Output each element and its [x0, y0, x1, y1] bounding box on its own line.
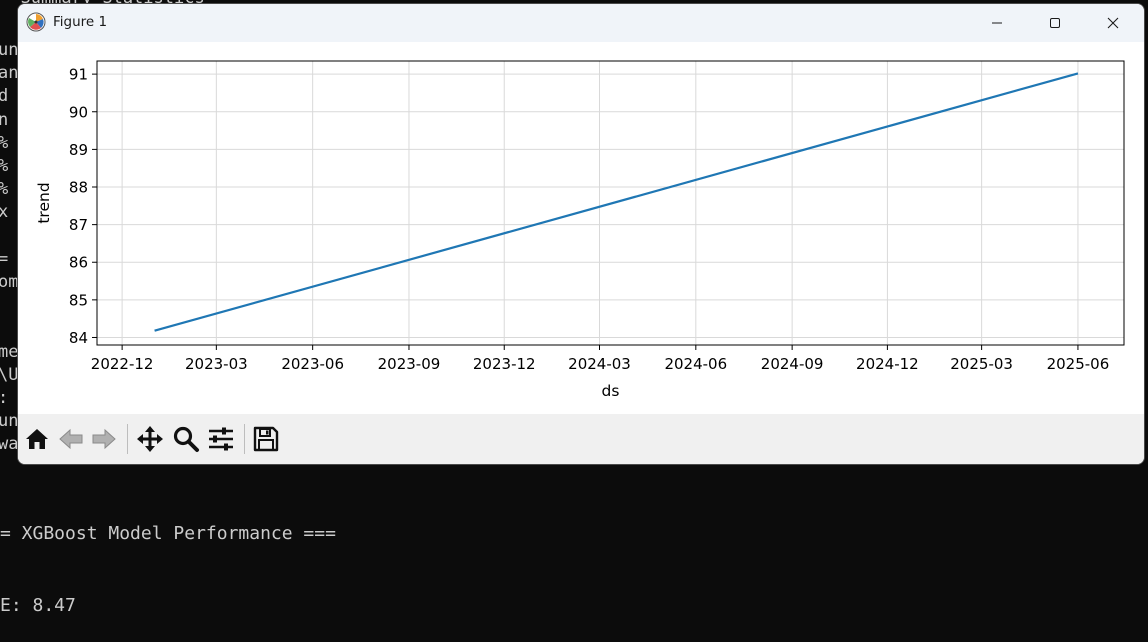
- x-tick-label: 2023-03: [185, 355, 248, 373]
- x-tick-label: 2024-03: [568, 355, 631, 373]
- x-tick-label: 2024-12: [856, 355, 919, 373]
- maximize-icon: [1050, 18, 1060, 28]
- x-tick-label: 2025-03: [950, 355, 1013, 373]
- y-tick-label: 87: [69, 216, 88, 234]
- y-tick-label: 85: [69, 291, 88, 309]
- forward-icon: [92, 428, 116, 450]
- configure-subplots-button[interactable]: [206, 424, 236, 454]
- y-tick-label: 89: [69, 141, 88, 159]
- window-title: Figure 1: [53, 14, 108, 30]
- x-tick-label: 2024-09: [761, 355, 824, 373]
- save-button[interactable]: [251, 424, 281, 454]
- terminal-bottom-text: = XGBoost Model Performance === E: 8.47: [0, 474, 336, 642]
- terminal-fragment: x: [0, 202, 9, 223]
- x-tick-label: 2023-09: [378, 355, 441, 373]
- figure-window: Figure 1 2022-12 2023-03 2023-06 2023-09 202…: [18, 4, 1144, 464]
- y-tick-label: 84: [69, 329, 88, 347]
- title-bar[interactable]: Figure 1: [18, 4, 1144, 42]
- pan-icon: [137, 426, 163, 452]
- terminal-fragment: :: [0, 388, 8, 408]
- x-tick-label: 2022-12: [91, 355, 154, 373]
- minimize-icon: [992, 22, 1002, 24]
- home-icon: [26, 429, 48, 449]
- axes-frame: [96, 60, 1125, 346]
- y-tick-label: 88: [69, 179, 88, 197]
- y-tick-label: 86: [69, 254, 88, 272]
- matplotlib-app-icon: [26, 12, 46, 32]
- terminal-fragment: om: [0, 272, 18, 292]
- forward-button[interactable]: [89, 424, 119, 454]
- terminal-fragment: %: [0, 156, 8, 176]
- terminal-bottom-line: = XGBoost Model Performance ===: [0, 523, 336, 544]
- terminal-fragment: wa: [0, 434, 18, 455]
- terminal-fragment: \U: [0, 364, 18, 385]
- x-tick-label: 2023-06: [281, 355, 344, 373]
- toolbar-separator: [244, 424, 245, 454]
- terminal-fragment: d: [0, 86, 9, 107]
- x-tick-label: 2025-06: [1047, 355, 1110, 373]
- x-tick-label: 2024-06: [664, 355, 727, 373]
- terminal-bottom-line-2: E: 8.47: [0, 595, 76, 616]
- terminal-fragment: %: [0, 133, 8, 153]
- y-axis-label: trend: [35, 182, 53, 223]
- terminal-fragment: un: [0, 40, 18, 60]
- terminal-fragment: =: [0, 248, 9, 269]
- minimize-button[interactable]: [968, 4, 1026, 42]
- close-button[interactable]: [1084, 4, 1142, 42]
- y-tick-label: 91: [69, 66, 88, 84]
- zoom-icon: [173, 426, 199, 452]
- back-button[interactable]: [56, 424, 86, 454]
- save-icon: [253, 426, 279, 452]
- x-tick-label: 2023-12: [473, 355, 536, 373]
- x-axis-label: ds: [602, 382, 620, 400]
- back-icon: [59, 428, 83, 450]
- terminal-fragment: me: [0, 341, 18, 362]
- home-button[interactable]: [22, 424, 52, 454]
- terminal-fragment: n: [0, 109, 9, 130]
- zoom-button[interactable]: [171, 424, 201, 454]
- pan-button[interactable]: [135, 424, 165, 454]
- configure-subplots-icon: [209, 427, 233, 451]
- terminal-fragment: %: [0, 179, 8, 199]
- maximize-button[interactable]: [1026, 4, 1084, 42]
- navigation-toolbar: [18, 414, 1144, 464]
- trend-chart[interactable]: 2022-12 2023-03 2023-06 2023-09 2023-12 2024-…: [18, 42, 1144, 414]
- y-tick-label: 90: [69, 103, 88, 121]
- terminal-fragment: an: [0, 63, 18, 84]
- terminal-fragment: un: [0, 411, 18, 432]
- toolbar-separator: [127, 424, 128, 454]
- plot-area[interactable]: 2022-12 2023-03 2023-06 2023-09 2023-12 2024-…: [18, 42, 1144, 414]
- close-icon: [1107, 17, 1119, 29]
- trend-series-line: [154, 72, 1079, 332]
